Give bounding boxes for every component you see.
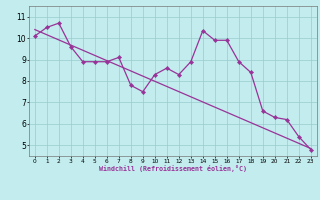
X-axis label: Windchill (Refroidissement éolien,°C): Windchill (Refroidissement éolien,°C) bbox=[99, 165, 247, 172]
